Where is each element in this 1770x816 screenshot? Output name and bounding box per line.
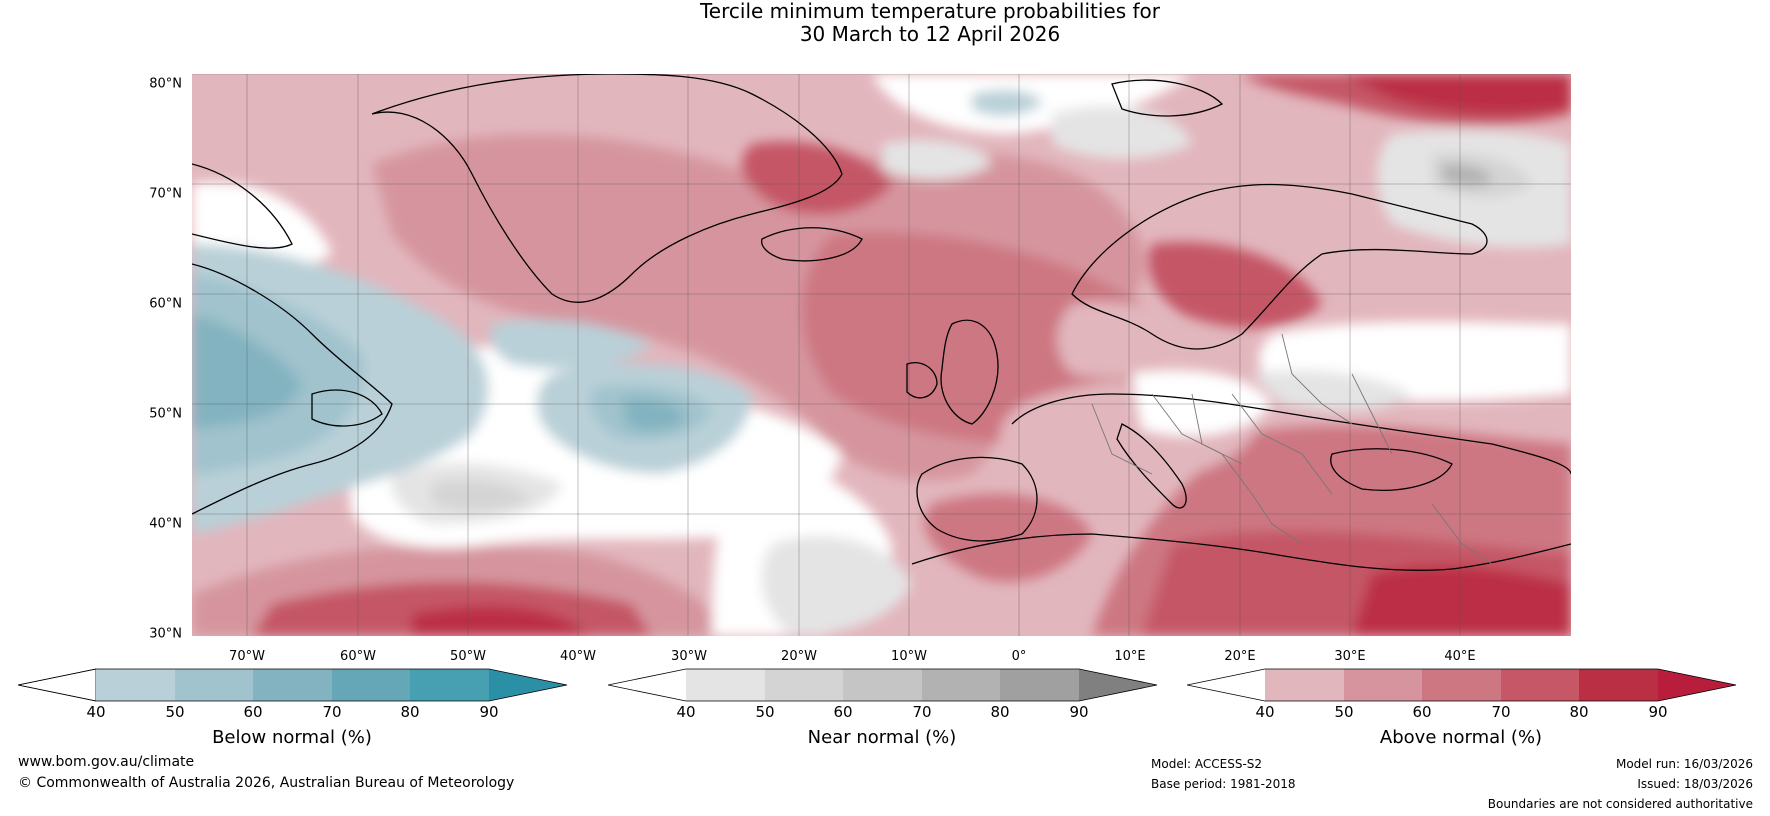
lon-label-30e: 30°E <box>1334 649 1366 664</box>
lon-label-30w: 30°W <box>671 649 707 664</box>
below-tick-70: 70 <box>322 703 342 721</box>
disclaimer-text: Boundaries are not considered authoritat… <box>1487 797 1753 811</box>
near-normal-label: Near normal (%) <box>807 727 957 748</box>
below-tick-80: 80 <box>400 703 420 721</box>
above-tick-60: 60 <box>1412 703 1432 721</box>
title-line-2: 30 March to 12 April 2026 <box>799 22 1061 46</box>
lon-label-40w: 40°W <box>560 649 596 664</box>
model-text: Model: ACCESS-S2 <box>1151 757 1263 771</box>
near-tick-70: 70 <box>912 703 932 721</box>
lon-label-20e: 20°E <box>1224 649 1256 664</box>
lat-label-60n: 60°N <box>149 296 182 312</box>
issued-text: Issued: 18/03/2026 <box>1637 777 1753 791</box>
near-tick-90: 90 <box>1069 703 1089 721</box>
near-tick-50: 50 <box>755 703 775 721</box>
near-tick-40: 40 <box>676 703 696 721</box>
lat-label-50n: 50°N <box>149 406 182 422</box>
colorbar-above-normal-swatches <box>1186 668 1737 702</box>
below-tick-50: 50 <box>165 703 185 721</box>
above-normal-label: Above normal (%) <box>1379 727 1543 748</box>
below-tick-90: 90 <box>479 703 499 721</box>
colorbar-near-normal <box>607 668 1158 706</box>
graticule <box>192 74 1571 636</box>
website-link[interactable]: www.bom.gov.au/climate <box>18 754 195 770</box>
colorbar-above-normal <box>1186 668 1737 706</box>
lon-label-20w: 20°W <box>781 649 817 664</box>
above-tick-80: 80 <box>1569 703 1589 721</box>
above-tick-50: 50 <box>1334 703 1354 721</box>
probability-map <box>192 74 1571 636</box>
colorbar-below-normal <box>17 668 568 706</box>
lon-label-70w: 70°W <box>229 649 265 664</box>
lon-label-10e: 10°E <box>1114 649 1146 664</box>
colorbar-below-normal-swatches <box>17 668 568 702</box>
lat-label-70n: 70°N <box>149 186 182 202</box>
country-borders <box>1091 333 1493 565</box>
near-tick-60: 60 <box>833 703 853 721</box>
lon-label-60w: 60°W <box>340 649 376 664</box>
above-tick-90: 90 <box>1648 703 1668 721</box>
probability-fields <box>192 74 1571 636</box>
map-canvas <box>192 74 1571 636</box>
coastlines <box>192 74 1571 571</box>
below-normal-label: Below normal (%) <box>212 727 372 748</box>
near-tick-80: 80 <box>990 703 1010 721</box>
lon-label-10w: 10°W <box>891 649 927 664</box>
title-line-1: Tercile minimum temperature probabilitie… <box>699 0 1161 23</box>
lon-label-0: 0° <box>1011 649 1027 664</box>
lat-label-40n: 40°N <box>149 516 182 532</box>
base-period-text: Base period: 1981-2018 <box>1151 777 1296 791</box>
copyright-text: © Commonwealth of Australia 2026, Austra… <box>18 775 515 791</box>
below-tick-40: 40 <box>86 703 106 721</box>
lon-label-40e: 40°E <box>1444 649 1476 664</box>
above-tick-70: 70 <box>1491 703 1511 721</box>
above-tick-40: 40 <box>1255 703 1275 721</box>
below-tick-60: 60 <box>243 703 263 721</box>
colorbar-near-normal-swatches <box>607 668 1158 702</box>
lat-label-80n: 80°N <box>149 76 182 92</box>
chart-title: Tercile minimum temperature probabilitie… <box>0 0 1770 46</box>
lat-label-30n: 30°N <box>149 626 182 642</box>
lon-label-50w: 50°W <box>450 649 486 664</box>
model-run-text: Model run: 16/03/2026 <box>1615 757 1753 771</box>
